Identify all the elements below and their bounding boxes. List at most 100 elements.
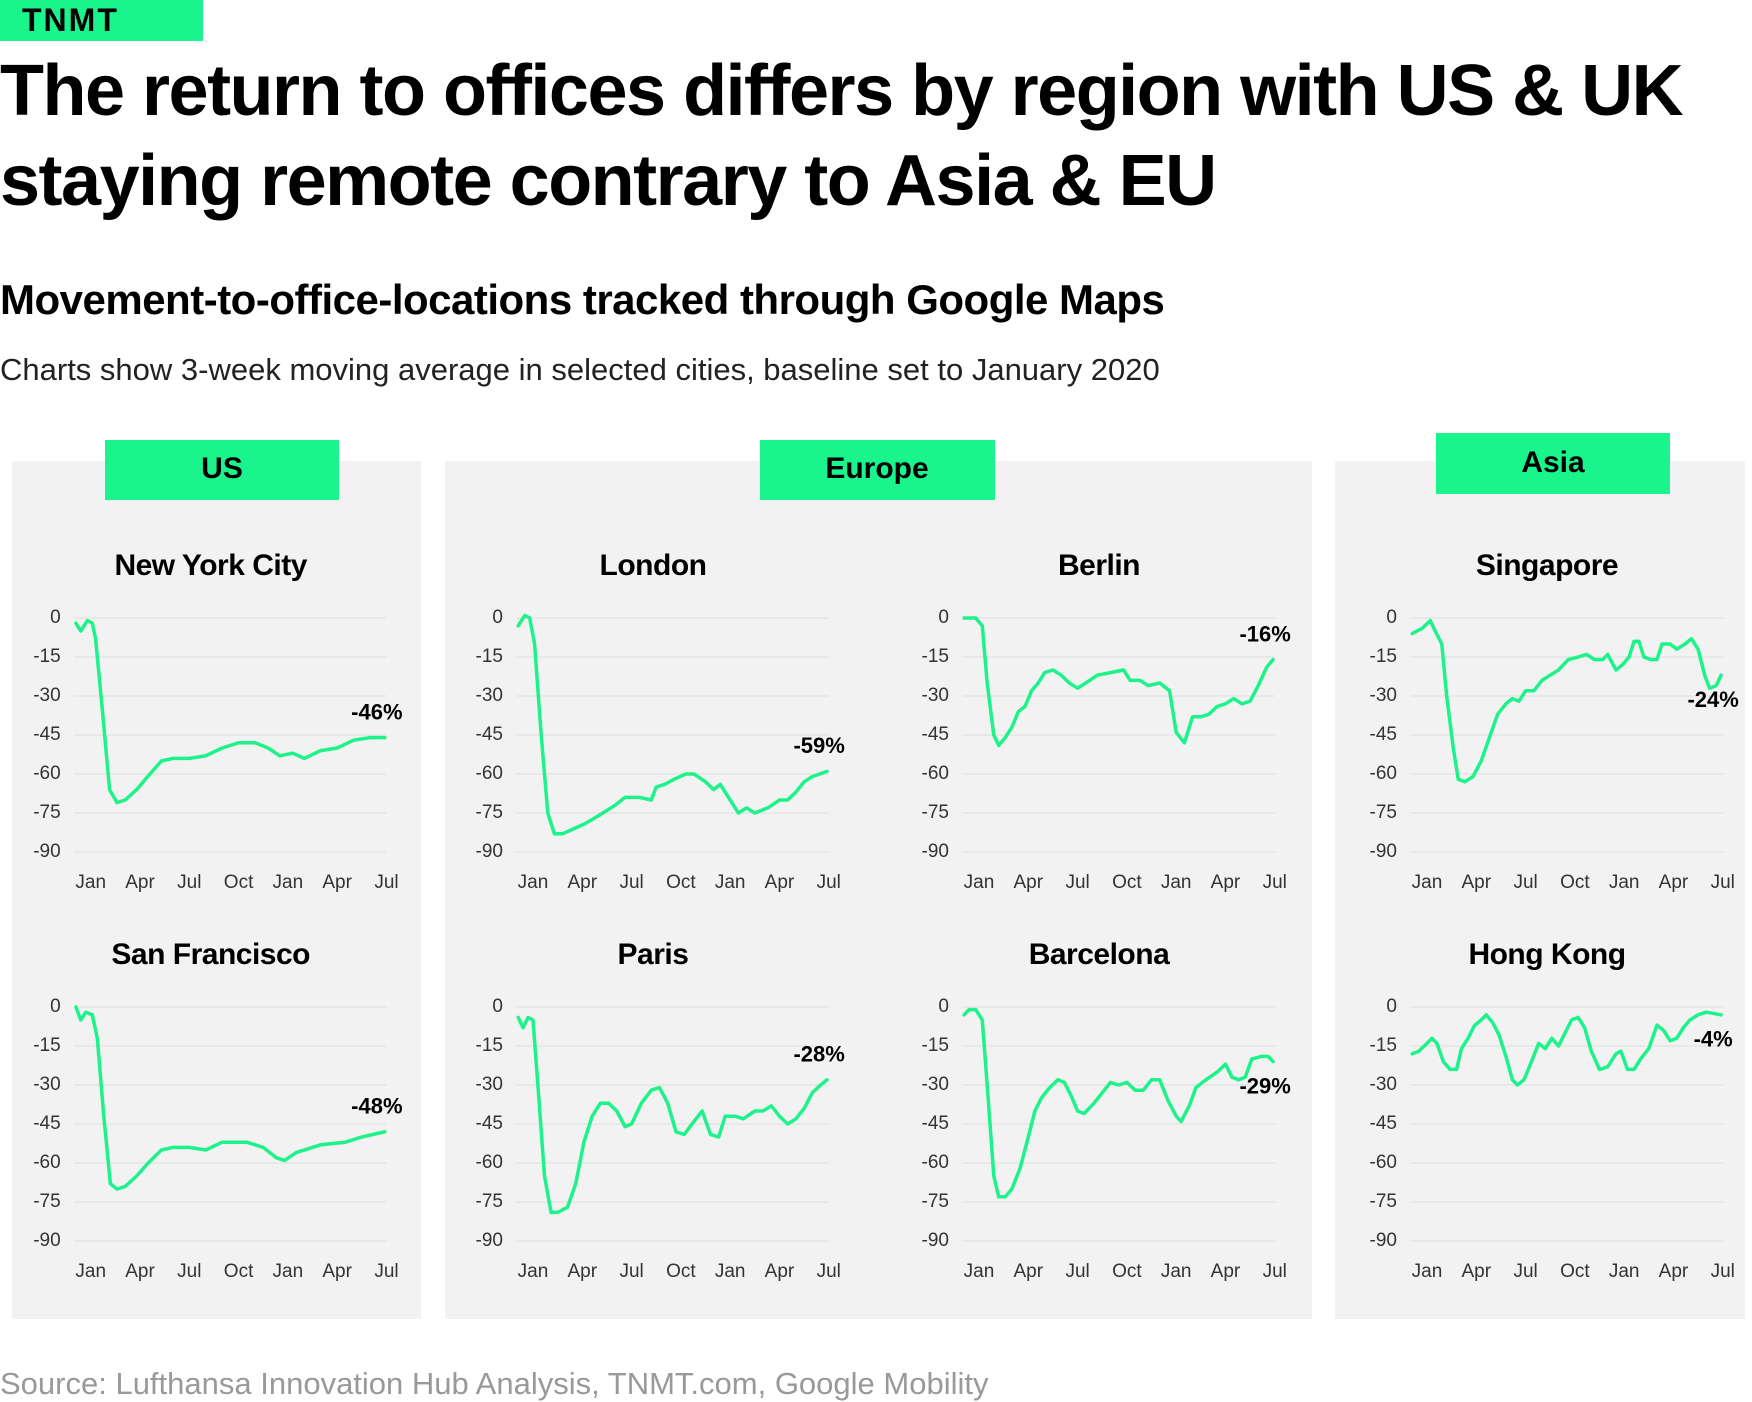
y-tick-label: -15 [33,1035,60,1056]
x-tick-label: Jan [715,1261,746,1282]
y-tick-label: -30 [1370,1074,1397,1095]
x-tick-label: Apr [1014,872,1044,893]
data-line [962,616,1275,748]
y-tick-label: -15 [1370,1035,1397,1056]
x-tick-label: Jul [619,872,643,893]
source: Source: Lufthansa Innovation Hub Analysi… [0,1366,989,1401]
x-tick-label: Jul [177,872,201,893]
y-tick-label: -90 [922,841,949,862]
x-tick-label: Jul [817,872,841,893]
y-tick-label: -30 [33,1074,60,1095]
y-tick-label: -30 [922,685,949,706]
y-tick-label: -90 [476,841,503,862]
x-tick-label: Jan [715,872,746,893]
data-line [516,1015,829,1215]
end-annotation: -29% [1239,1073,1290,1098]
region-box [1436,433,1670,494]
x-tick-label: Oct [1112,1261,1142,1282]
data-line [1410,618,1723,784]
y-tick-label: -90 [33,1230,60,1251]
y-tick-label: -45 [1370,724,1397,745]
x-tick-label: Apr [322,872,352,893]
x-tick-label: Apr [765,1261,795,1282]
x-tick-label: Apr [1014,1261,1044,1282]
y-tick-label: -45 [476,724,503,745]
y-tick-label: 0 [938,607,949,628]
y-tick-label: 0 [492,607,503,628]
y-tick-label: -30 [1370,685,1397,706]
x-tick-label: Oct [1112,872,1142,893]
region-box [105,440,339,500]
x-tick-label: Apr [125,1261,155,1282]
x-tick-label: Apr [125,872,155,893]
y-tick-label: -60 [922,763,949,784]
title: The return to offices differs by region … [0,51,1684,221]
x-tick-label: Oct [1560,1261,1590,1282]
y-tick-label: -75 [476,802,503,823]
y-tick-label: -75 [922,802,949,823]
x-tick-label: Jan [1161,872,1192,893]
y-tick-label: -75 [476,1191,503,1212]
brand: TNMT [0,0,203,41]
y-tick-label: -30 [33,685,60,706]
subtitle: Movement-to-office-locations tracked thr… [0,276,1165,323]
y-tick-label: -30 [922,1074,949,1095]
y-tick-label: -60 [33,763,60,784]
panel [12,461,421,1319]
x-tick-label: Jul [177,1261,201,1282]
end-annotation: -59% [793,733,844,758]
note: Charts show 3-week moving average in sel… [0,352,1160,387]
y-tick-label: -45 [476,1113,503,1134]
x-tick-label: Jan [1609,1261,1640,1282]
y-tick-label: 0 [492,996,503,1017]
x-tick-label: Jan [1161,1261,1192,1282]
x-tick-label: Jan [1412,872,1443,893]
x-tick-label: Apr [1462,1261,1492,1282]
x-tick-label: Jul [374,872,398,893]
x-tick-label: Jul [1065,1261,1089,1282]
data-line [962,1007,1275,1199]
y-tick-label: 0 [1386,996,1397,1017]
x-tick-label: Jan [1609,872,1640,893]
charts: US Europe Asia New York City 0 -15 -30 -45 -6… [12,433,1745,1319]
x-tick-label: Jul [1263,1261,1287,1282]
y-tick-label: -30 [476,685,503,706]
chart-title: Berlin [1058,549,1140,582]
x-tick-label: Jul [1711,1261,1735,1282]
chart-title: Singapore [1476,549,1618,582]
y-tick-label: -15 [33,646,60,667]
y-tick-label: -15 [922,646,949,667]
x-tick-label: Apr [765,872,795,893]
panel [1335,461,1745,1319]
y-tick-label: 0 [1386,607,1397,628]
x-tick-label: Apr [1659,1261,1689,1282]
end-annotation: -28% [793,1042,844,1067]
y-tick-label: -45 [1370,1113,1397,1134]
x-tick-label: Jul [1513,1261,1537,1282]
y-tick-label: -75 [1370,802,1397,823]
y-tick-label: -75 [33,1191,60,1212]
region-label: Asia [1521,446,1585,479]
y-tick-label: -45 [33,724,60,745]
data-line [516,613,829,836]
x-tick-label: Apr [568,872,598,893]
end-annotation: -16% [1239,621,1290,646]
y-tick-label: -45 [33,1113,60,1134]
data-line [74,1005,387,1191]
x-tick-label: Jan [964,1261,995,1282]
y-tick-label: -15 [922,1035,949,1056]
x-tick-label: Oct [1560,872,1590,893]
x-tick-label: Oct [666,872,696,893]
region-label: US [201,452,243,485]
y-tick-label: -60 [476,1152,503,1173]
region-box [760,440,995,500]
y-tick-label: -75 [922,1191,949,1212]
x-tick-label: Jul [1263,872,1287,893]
y-tick-label: -90 [922,1230,949,1251]
x-tick-label: Apr [1659,872,1689,893]
y-tick-label: -90 [1370,1230,1397,1251]
x-tick-label: Jan [1412,1261,1443,1282]
y-tick-label: 0 [50,996,61,1017]
x-tick-label: Jan [273,872,304,893]
